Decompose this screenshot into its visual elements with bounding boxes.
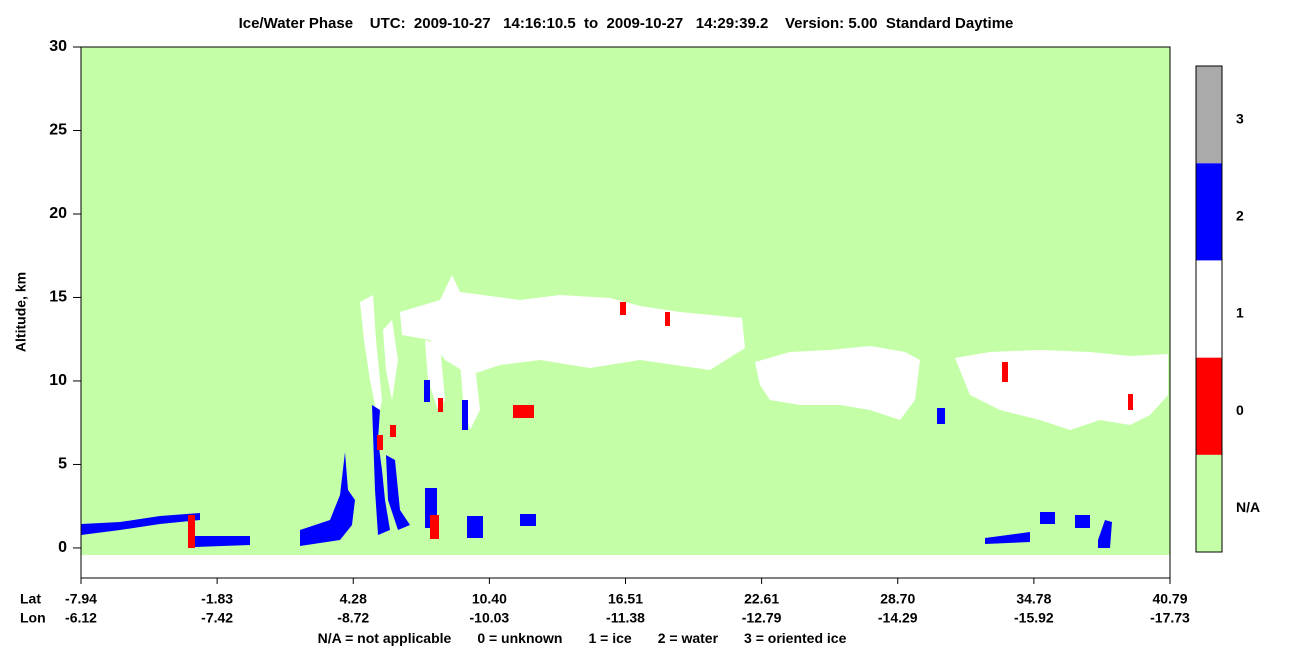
- x-row-label: Lat: [20, 591, 41, 607]
- x-tick-label: -14.29: [878, 610, 918, 626]
- y-tick-label: 15: [49, 289, 67, 306]
- legend-entry: 2 = water: [658, 630, 719, 646]
- x-tick-label: -1.83: [201, 591, 233, 607]
- x-tick-label: -8.72: [337, 610, 369, 626]
- x-tick-label: -17.73: [1150, 610, 1190, 626]
- legend: N/A = not applicable 0 = unknown 1 = ice 2 …: [318, 630, 847, 646]
- legend-entry: 0 = unknown: [477, 630, 562, 646]
- colorbar-segment: [1196, 66, 1222, 164]
- x-tick-label: -7.42: [201, 610, 233, 626]
- x-tick-label: -12.79: [742, 610, 782, 626]
- x-tick-label: -6.12: [65, 610, 97, 626]
- y-tick-label: 10: [49, 372, 67, 389]
- x-tick-label: 34.78: [1016, 591, 1051, 607]
- x-tick-label: 40.79: [1152, 591, 1187, 607]
- colorbar-label: 1: [1236, 305, 1244, 321]
- colorbar-label: 2: [1236, 208, 1244, 224]
- x-tick-label: 16.51: [608, 591, 643, 607]
- colorbar-frame: [1195, 65, 1223, 553]
- x-tick-label: 28.70: [880, 591, 915, 607]
- y-tick-label: 30: [49, 38, 67, 55]
- x-tick-label: -10.03: [470, 610, 510, 626]
- y-tick-label: 20: [49, 205, 67, 222]
- colorbar-label: 3: [1236, 110, 1244, 126]
- x-tick-label: 22.61: [744, 591, 779, 607]
- colorbar-label: N/A: [1236, 499, 1260, 515]
- x-tick-label: -7.94: [65, 591, 97, 607]
- legend-entry: 1 = ice: [589, 630, 632, 646]
- chart-title: Ice/Water Phase UTC: 2009-10-27 14:16:10…: [239, 15, 1014, 32]
- colorbar-segment: [1196, 357, 1222, 455]
- x-tick-label: 10.40: [472, 591, 507, 607]
- y-tick-label: 5: [58, 456, 67, 473]
- legend-entry: 3 = oriented ice: [744, 630, 847, 646]
- x-tick-label: 4.28: [340, 591, 367, 607]
- y-axis-label: Altitude, km: [13, 272, 29, 352]
- legend-entry: N/A = not applicable: [318, 630, 452, 646]
- x-tick-label: -11.38: [606, 610, 645, 626]
- colorbar-label: 0: [1236, 402, 1244, 418]
- x-row-label: Lon: [20, 610, 46, 626]
- x-tick-label: -15.92: [1014, 610, 1054, 626]
- plot-background: [81, 47, 1170, 555]
- colorbar-segment: [1196, 454, 1222, 552]
- y-tick-label: 25: [49, 122, 67, 139]
- colorbar-segment: [1196, 163, 1222, 261]
- colorbar-segment: [1196, 260, 1222, 358]
- y-tick-label: 0: [58, 539, 67, 556]
- cloud-features: [81, 275, 1168, 548]
